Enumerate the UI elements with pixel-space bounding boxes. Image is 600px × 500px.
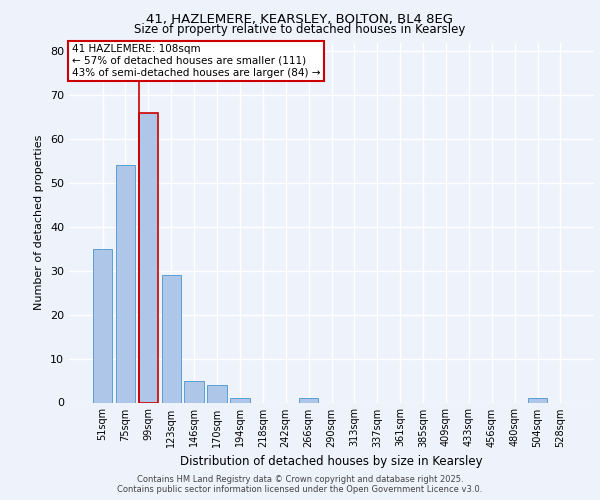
Bar: [161, 275, 181, 402]
X-axis label: Distribution of detached houses by size in Kearsley: Distribution of detached houses by size …: [180, 455, 483, 468]
Bar: [184, 380, 204, 402]
Bar: [208, 385, 227, 402]
Bar: [299, 398, 319, 402]
Bar: [116, 166, 135, 402]
Bar: [230, 398, 250, 402]
Bar: [93, 249, 112, 402]
Bar: [139, 112, 158, 403]
Y-axis label: Number of detached properties: Number of detached properties: [34, 135, 44, 310]
Text: 41, HAZLEMERE, KEARSLEY, BOLTON, BL4 8EG: 41, HAZLEMERE, KEARSLEY, BOLTON, BL4 8EG: [146, 12, 454, 26]
Text: 41 HAZLEMERE: 108sqm
← 57% of detached houses are smaller (111)
43% of semi-deta: 41 HAZLEMERE: 108sqm ← 57% of detached h…: [71, 44, 320, 78]
Text: Size of property relative to detached houses in Kearsley: Size of property relative to detached ho…: [134, 24, 466, 36]
Bar: [528, 398, 547, 402]
Text: Contains HM Land Registry data © Crown copyright and database right 2025.
Contai: Contains HM Land Registry data © Crown c…: [118, 474, 482, 494]
